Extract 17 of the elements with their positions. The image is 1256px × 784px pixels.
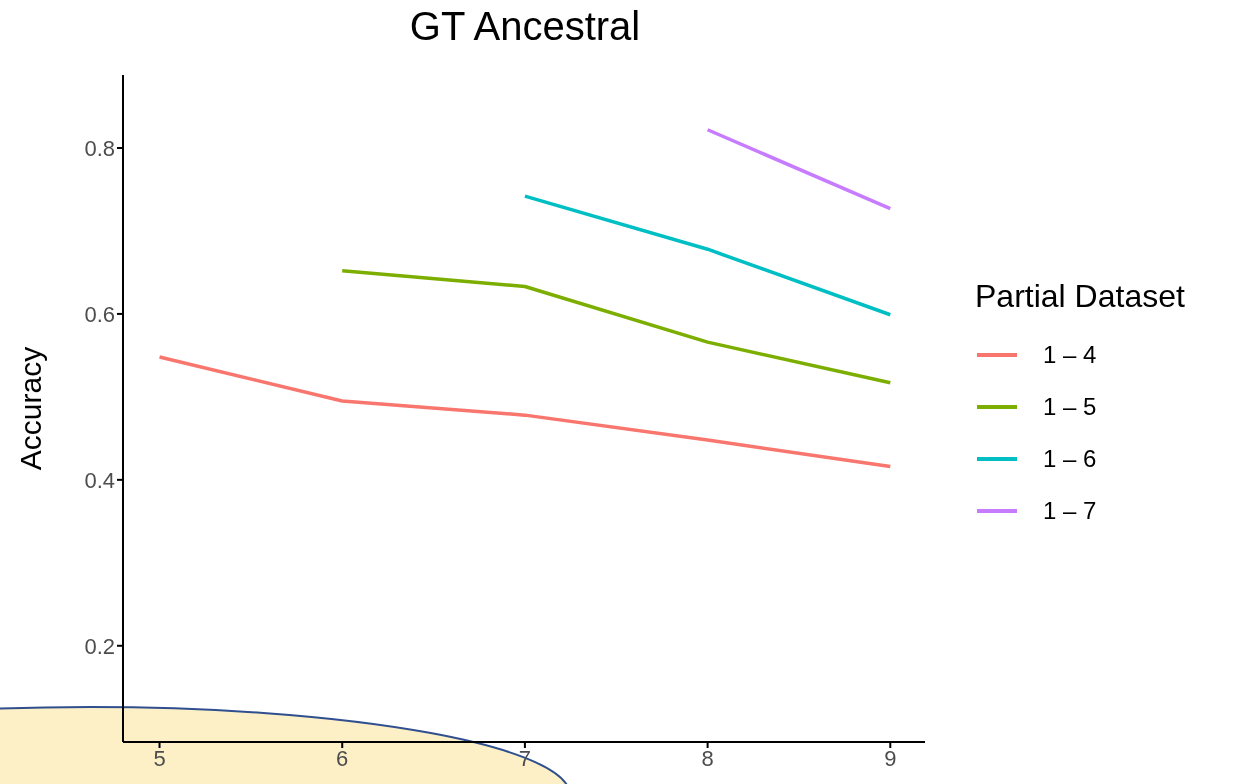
legend-title: Partial Dataset: [975, 278, 1185, 315]
line-series: [157, 355, 893, 469]
y-tick-label: 0.2: [84, 633, 115, 659]
x-tick-label: 5: [153, 745, 166, 771]
y-axis-title: Accuracy: [13, 346, 47, 471]
chart-title: GT Ancestral: [408, 4, 642, 49]
x-tick-label: 9: [884, 745, 897, 771]
y-tick-label: 0.6: [84, 301, 115, 327]
x-tick-label: 6: [336, 745, 349, 771]
x-tick-label: 8: [701, 745, 714, 771]
legend-label: 1 – 5: [1043, 393, 1097, 421]
legend-label: 1 – 6: [1043, 445, 1097, 473]
legend-label: 1 – 7: [1043, 497, 1097, 525]
y-tick-label: 0.8: [84, 135, 115, 161]
y-tick-label: 0.4: [84, 467, 115, 493]
line-series: [340, 269, 893, 385]
legend-label: 1 – 4: [1043, 341, 1097, 369]
